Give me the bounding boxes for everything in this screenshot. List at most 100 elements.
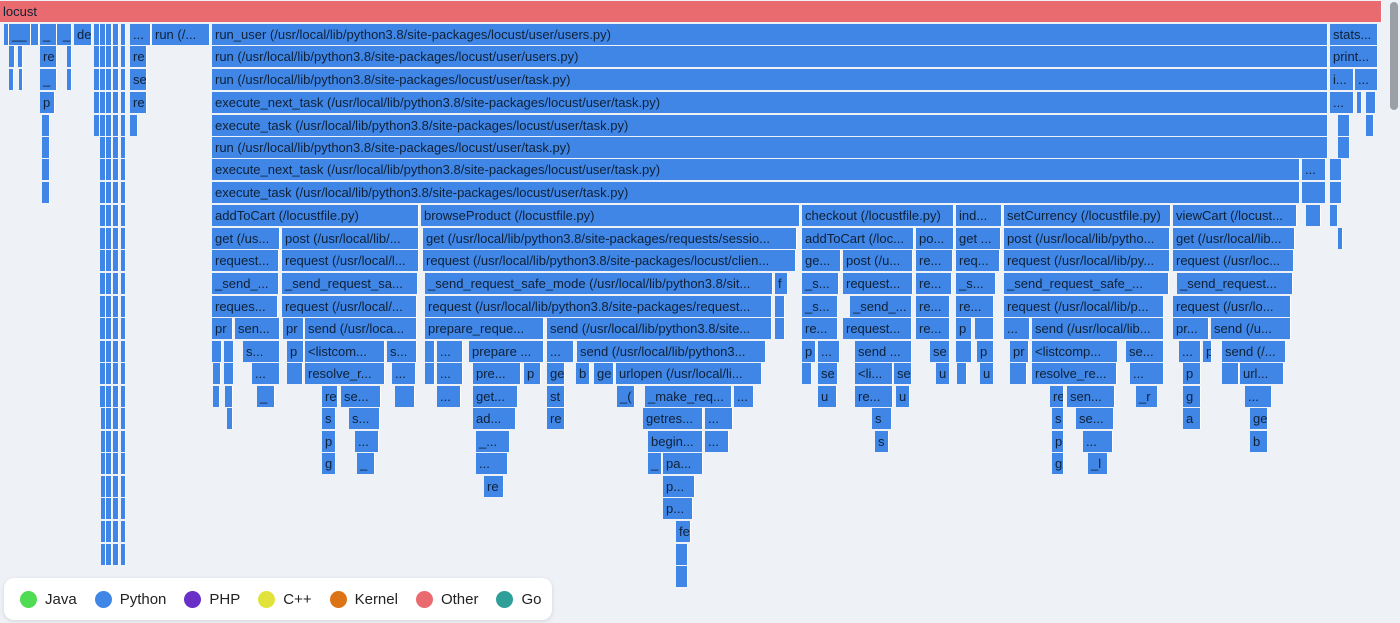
frame[interactable] xyxy=(100,386,106,407)
frame[interactable] xyxy=(100,205,106,226)
frame[interactable]: ad... xyxy=(473,408,516,429)
frame[interactable] xyxy=(113,498,119,519)
frame[interactable]: b xyxy=(576,363,590,384)
frame[interactable] xyxy=(121,296,126,317)
frame[interactable] xyxy=(113,521,119,542)
frame[interactable] xyxy=(106,521,112,542)
frame[interactable]: send (/usr/local/lib... xyxy=(1032,318,1164,339)
frame[interactable] xyxy=(67,46,72,67)
frame[interactable]: ... xyxy=(1302,159,1326,180)
frame[interactable] xyxy=(676,544,688,565)
frame[interactable]: ... xyxy=(437,341,463,362)
frame[interactable]: re... xyxy=(855,386,893,407)
frame[interactable] xyxy=(1010,363,1027,384)
frame[interactable]: pr xyxy=(1010,341,1029,362)
frame[interactable] xyxy=(121,46,126,67)
frame[interactable] xyxy=(4,24,9,45)
frame[interactable]: reques... xyxy=(212,296,278,317)
frame[interactable] xyxy=(100,341,106,362)
frame[interactable]: pr xyxy=(283,318,304,339)
frame[interactable]: send (/... xyxy=(1222,341,1286,362)
frame[interactable]: g xyxy=(1052,453,1064,474)
frame[interactable] xyxy=(19,69,23,90)
frame[interactable] xyxy=(106,476,112,497)
frame[interactable]: request... xyxy=(843,273,913,294)
frame[interactable]: se xyxy=(930,341,950,362)
frame[interactable]: _l xyxy=(1088,453,1108,474)
frame[interactable] xyxy=(100,273,106,294)
frame[interactable]: ... xyxy=(547,341,574,362)
frame[interactable] xyxy=(1366,92,1376,113)
frame[interactable]: u xyxy=(896,386,910,407)
frame[interactable]: _ xyxy=(60,24,72,45)
frame[interactable] xyxy=(121,115,126,136)
frame[interactable] xyxy=(113,92,119,113)
frame[interactable] xyxy=(113,273,119,294)
frame[interactable]: se xyxy=(130,69,147,90)
frame[interactable]: getres... xyxy=(643,408,703,429)
frame[interactable] xyxy=(113,408,119,429)
frame[interactable] xyxy=(113,115,119,136)
frame[interactable] xyxy=(213,363,221,384)
frame[interactable]: get (/us... xyxy=(212,228,280,249)
frame[interactable] xyxy=(94,24,100,45)
frame[interactable] xyxy=(106,159,112,180)
frame[interactable] xyxy=(121,341,126,362)
frame[interactable] xyxy=(100,46,106,67)
frame[interactable]: ... xyxy=(818,341,840,362)
frame[interactable]: ... xyxy=(1004,318,1030,339)
frame[interactable]: _make_req... xyxy=(645,386,732,407)
frame[interactable]: s xyxy=(1052,408,1064,429)
frame[interactable]: run (/usr/local/lib/python3.8/site-packa… xyxy=(212,46,1328,67)
frame[interactable]: re... xyxy=(802,318,838,339)
frame[interactable] xyxy=(121,476,126,497)
frame[interactable]: request (/usr/lo... xyxy=(1173,296,1291,317)
frame[interactable] xyxy=(94,69,100,90)
frame[interactable]: i... xyxy=(1330,69,1354,90)
frame[interactable] xyxy=(775,296,785,317)
frame[interactable] xyxy=(1306,205,1321,226)
frame[interactable]: request (/usr/local/... xyxy=(282,296,417,317)
frame[interactable]: ... xyxy=(130,24,151,45)
frame[interactable]: get... xyxy=(473,386,518,407)
frame[interactable]: s xyxy=(875,431,889,452)
frame[interactable] xyxy=(121,228,126,249)
scrollbar-thumb[interactable] xyxy=(1390,2,1398,110)
frame[interactable] xyxy=(121,363,126,384)
frame[interactable]: se... xyxy=(1126,341,1164,362)
frame[interactable]: addToCart (/locustfile.py) xyxy=(212,205,419,226)
frame[interactable] xyxy=(113,69,119,90)
frame[interactable]: _send_request_safe_... xyxy=(1004,273,1169,294)
frame[interactable]: po... xyxy=(916,228,954,249)
frame[interactable]: _send_request_sa... xyxy=(282,273,418,294)
frame[interactable] xyxy=(100,115,106,136)
frame[interactable] xyxy=(121,273,126,294)
frame[interactable]: ... xyxy=(437,386,461,407)
frame[interactable]: execute_task (/usr/local/lib/python3.8/s… xyxy=(212,115,1328,136)
frame[interactable]: se... xyxy=(1076,408,1114,429)
frame[interactable]: request (/usr/local/lib/p... xyxy=(1004,296,1164,317)
frame[interactable] xyxy=(121,92,126,113)
frame[interactable]: re... xyxy=(916,273,952,294)
frame[interactable] xyxy=(113,318,119,339)
frame[interactable]: p xyxy=(322,431,336,452)
frame[interactable]: p xyxy=(956,318,972,339)
frame[interactable] xyxy=(975,318,994,339)
frame[interactable] xyxy=(113,46,119,67)
frame[interactable] xyxy=(9,69,14,90)
frame[interactable] xyxy=(1302,182,1326,203)
frame[interactable]: s... xyxy=(243,341,280,362)
frame[interactable]: execute_next_task (/usr/local/lib/python… xyxy=(212,92,1328,113)
frame[interactable]: s xyxy=(322,408,336,429)
frame[interactable]: post (/u... xyxy=(843,250,913,271)
frame[interactable] xyxy=(94,92,100,113)
frame[interactable] xyxy=(106,453,112,474)
frame[interactable]: resolve_re... xyxy=(1032,363,1117,384)
frame[interactable] xyxy=(18,46,23,67)
frame[interactable]: ge xyxy=(594,363,614,384)
frame[interactable] xyxy=(106,46,112,67)
frame[interactable]: req... xyxy=(956,250,1000,271)
frame[interactable]: _s... xyxy=(956,273,996,294)
frame[interactable] xyxy=(213,386,220,407)
frame[interactable]: stats... xyxy=(1330,24,1378,45)
